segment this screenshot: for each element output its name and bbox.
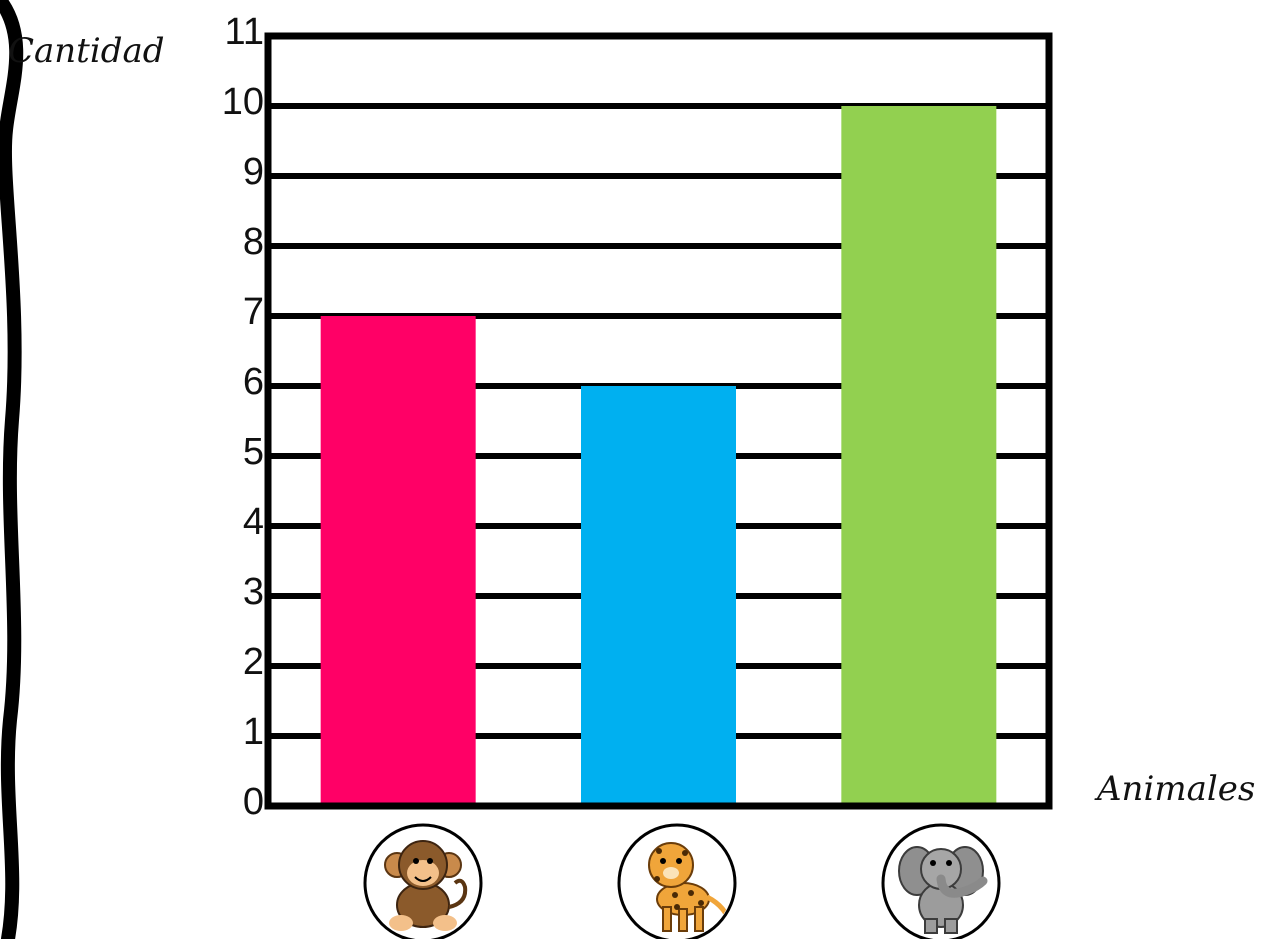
elephant-eye — [930, 860, 936, 866]
y-tick-label: 0 — [243, 781, 264, 823]
y-tick-label: 2 — [243, 641, 264, 683]
leopard-spot — [688, 890, 694, 896]
y-tick-label: 11 — [225, 11, 264, 53]
monkey-icon — [363, 823, 483, 939]
leopard-muzzle — [663, 867, 679, 879]
leopard-leg — [678, 908, 688, 932]
y-tick-label: 8 — [243, 221, 264, 263]
monkey-mouth — [414, 876, 432, 882]
leopard-spot — [656, 848, 662, 854]
y-tick-label: 7 — [243, 291, 264, 333]
plot-border — [264, 32, 1053, 810]
left-border-decoration — [0, 0, 24, 939]
elephant-icon-drawing — [898, 846, 988, 934]
leopard-spot — [674, 904, 680, 910]
y-tick-labels: 0 1 2 3 4 5 6 7 8 9 10 11 — [222, 11, 264, 823]
y-tick-label: 5 — [243, 431, 264, 473]
leopard-spot — [672, 892, 678, 898]
plot-frame — [264, 32, 1053, 810]
monkey-eye — [427, 858, 433, 864]
y-tick-label: 3 — [243, 571, 264, 613]
x-axis-title: Animales — [1094, 769, 1255, 809]
monkey-tail — [448, 878, 468, 909]
bar-mono — [320, 316, 476, 806]
monkey-icon-drawing — [384, 840, 468, 931]
leopard-eye — [660, 858, 666, 864]
monkey-eye — [413, 858, 419, 864]
category-icons — [363, 823, 1001, 939]
bar-elefante — [841, 106, 997, 806]
leopard-spot — [682, 850, 688, 856]
leopard-spot — [654, 876, 660, 882]
elephant-leg — [944, 918, 958, 934]
y-tick-label: 4 — [243, 501, 264, 543]
leopard-leg — [694, 906, 704, 932]
monkey-foot — [389, 915, 413, 931]
y-tick-label: 9 — [243, 151, 264, 193]
leopard-eye — [676, 858, 682, 864]
y-tick-label: 10 — [222, 81, 264, 123]
elephant-icon — [881, 823, 1001, 939]
elephant-eye — [946, 860, 952, 866]
leopard-leg — [662, 906, 672, 932]
monkey-foot — [433, 915, 457, 931]
bars — [320, 106, 997, 806]
y-tick-label: 1 — [243, 711, 264, 753]
elephant-leg — [924, 918, 938, 934]
leopard-spot — [698, 900, 704, 906]
y-tick-label: 6 — [243, 361, 264, 403]
bar-leopardo — [581, 386, 736, 806]
leopard-icon-drawing — [648, 842, 733, 932]
y-axis-title: Cantidad — [8, 31, 165, 71]
monkey-face — [407, 860, 439, 886]
elephant-trunk — [936, 874, 988, 898]
leopard-icon — [617, 823, 737, 939]
leopard-head — [648, 842, 694, 888]
